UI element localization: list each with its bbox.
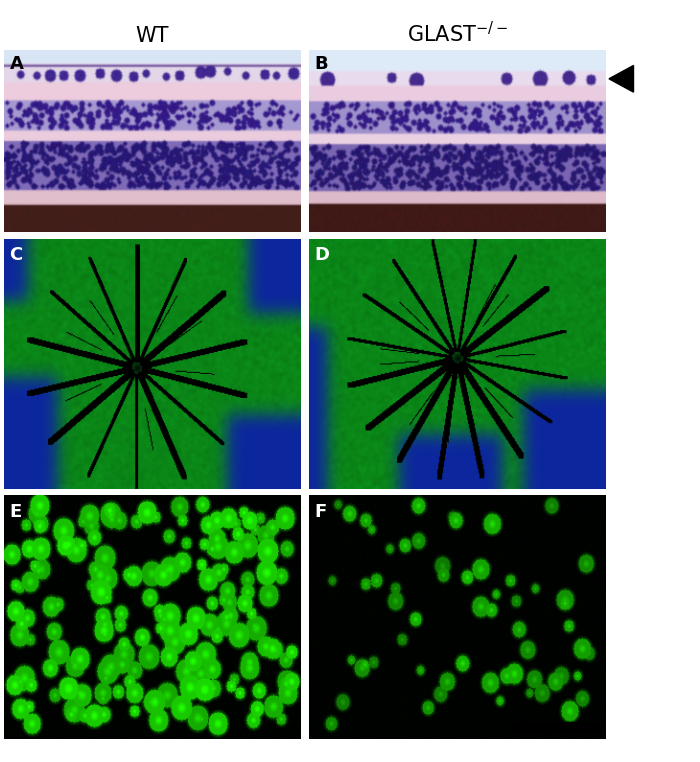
Text: F: F <box>314 503 327 520</box>
Text: D: D <box>314 246 330 264</box>
Text: GLAST$^{-/-}$: GLAST$^{-/-}$ <box>407 21 508 46</box>
Text: B: B <box>314 55 328 73</box>
Text: WT: WT <box>135 27 169 46</box>
Bar <box>510 722 600 735</box>
Text: A: A <box>9 55 23 73</box>
Text: E: E <box>9 503 22 520</box>
Text: C: C <box>9 246 22 264</box>
